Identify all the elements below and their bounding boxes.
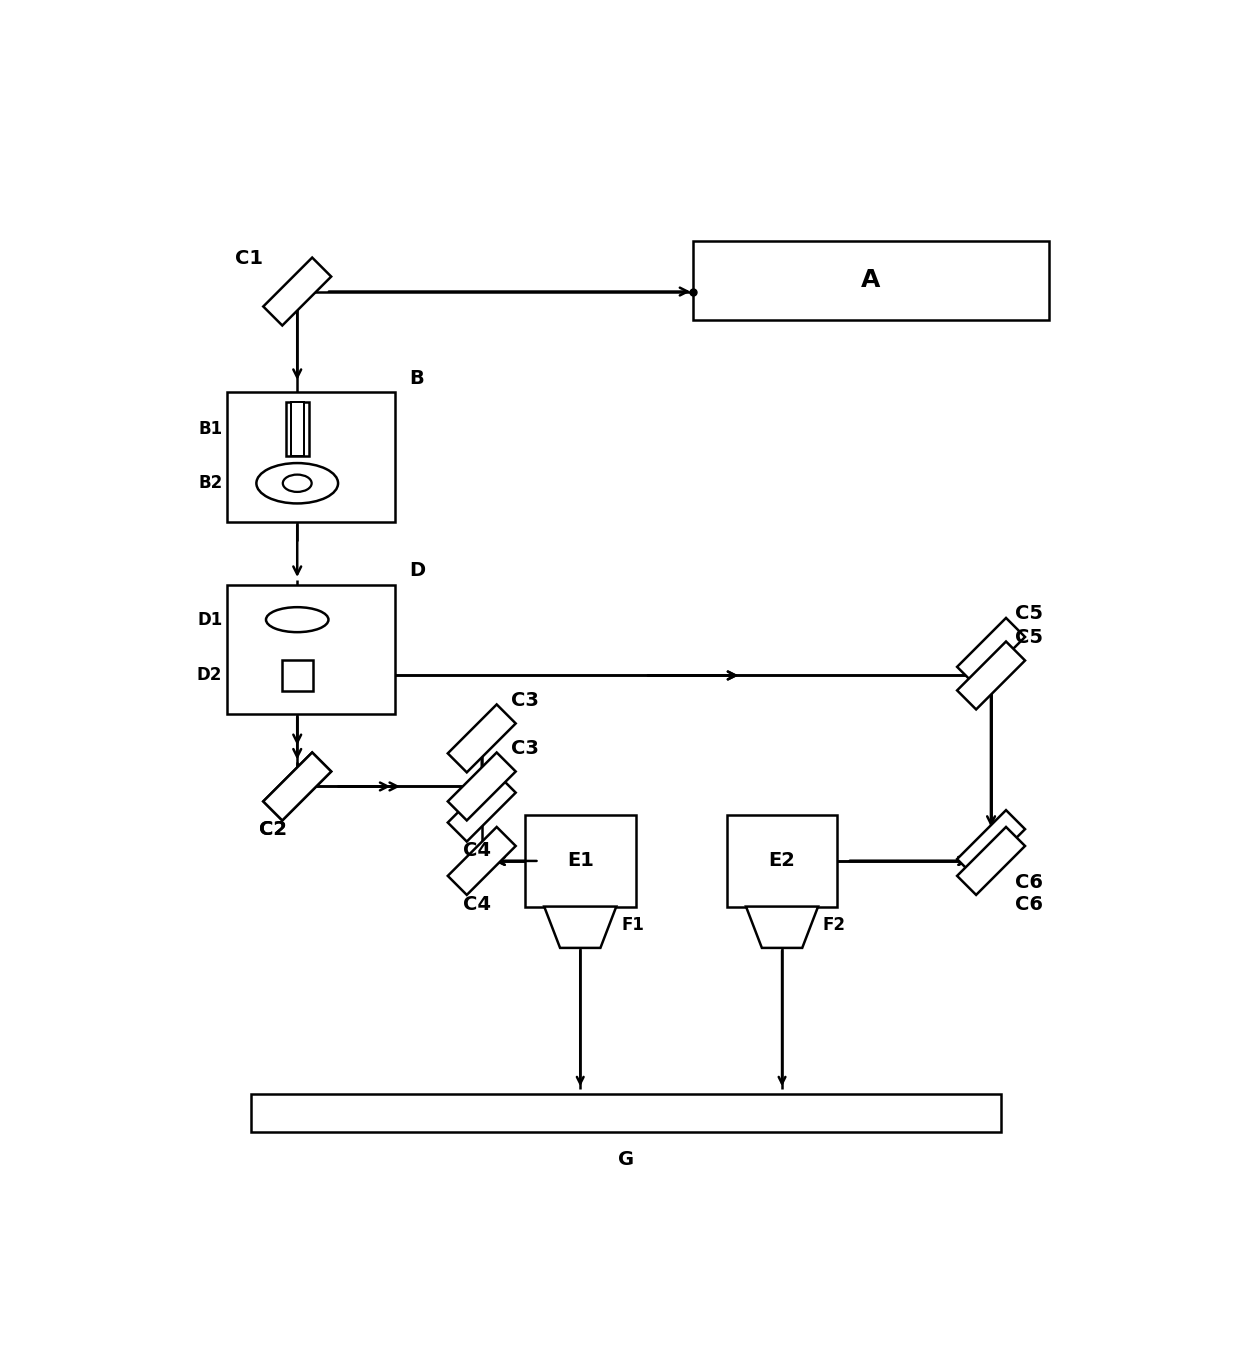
Text: C5: C5 <box>1016 628 1043 647</box>
Bar <box>250 1095 1001 1132</box>
Text: C4: C4 <box>463 895 491 914</box>
Ellipse shape <box>283 474 311 492</box>
Polygon shape <box>448 752 516 821</box>
Text: F1: F1 <box>621 917 644 934</box>
Polygon shape <box>957 810 1025 878</box>
Text: E2: E2 <box>769 852 796 871</box>
Text: A: A <box>862 268 880 293</box>
Text: C2: C2 <box>259 820 288 838</box>
Text: C4: C4 <box>463 841 491 860</box>
Polygon shape <box>263 752 331 821</box>
Text: C6: C6 <box>1016 895 1043 914</box>
Text: D: D <box>409 561 425 580</box>
Bar <box>290 402 304 456</box>
Bar <box>525 816 635 907</box>
Text: C3: C3 <box>511 739 538 758</box>
Text: C2: C2 <box>259 820 288 838</box>
Bar <box>227 585 396 714</box>
Polygon shape <box>957 617 1025 686</box>
Polygon shape <box>263 752 331 821</box>
Text: B2: B2 <box>198 474 222 492</box>
Bar <box>227 392 396 522</box>
Ellipse shape <box>267 607 329 632</box>
Text: G: G <box>618 1150 634 1169</box>
Text: C5: C5 <box>1016 604 1043 623</box>
Bar <box>727 816 837 907</box>
Polygon shape <box>448 705 516 772</box>
Text: F2: F2 <box>823 917 846 934</box>
Polygon shape <box>263 257 331 325</box>
Polygon shape <box>448 774 516 841</box>
Text: C3: C3 <box>511 690 538 709</box>
Bar <box>285 402 309 456</box>
Bar <box>281 661 312 690</box>
Ellipse shape <box>257 464 339 503</box>
Text: D1: D1 <box>197 611 222 628</box>
Text: C1: C1 <box>236 248 263 267</box>
Polygon shape <box>957 826 1025 895</box>
Polygon shape <box>448 826 516 895</box>
Text: E1: E1 <box>567 852 594 871</box>
Text: B: B <box>409 368 424 388</box>
Text: C6: C6 <box>1016 874 1043 892</box>
Polygon shape <box>957 642 1025 709</box>
Polygon shape <box>746 907 818 948</box>
Bar <box>693 240 1049 321</box>
Text: B1: B1 <box>198 419 222 438</box>
Polygon shape <box>544 907 616 948</box>
Text: D2: D2 <box>197 666 222 685</box>
